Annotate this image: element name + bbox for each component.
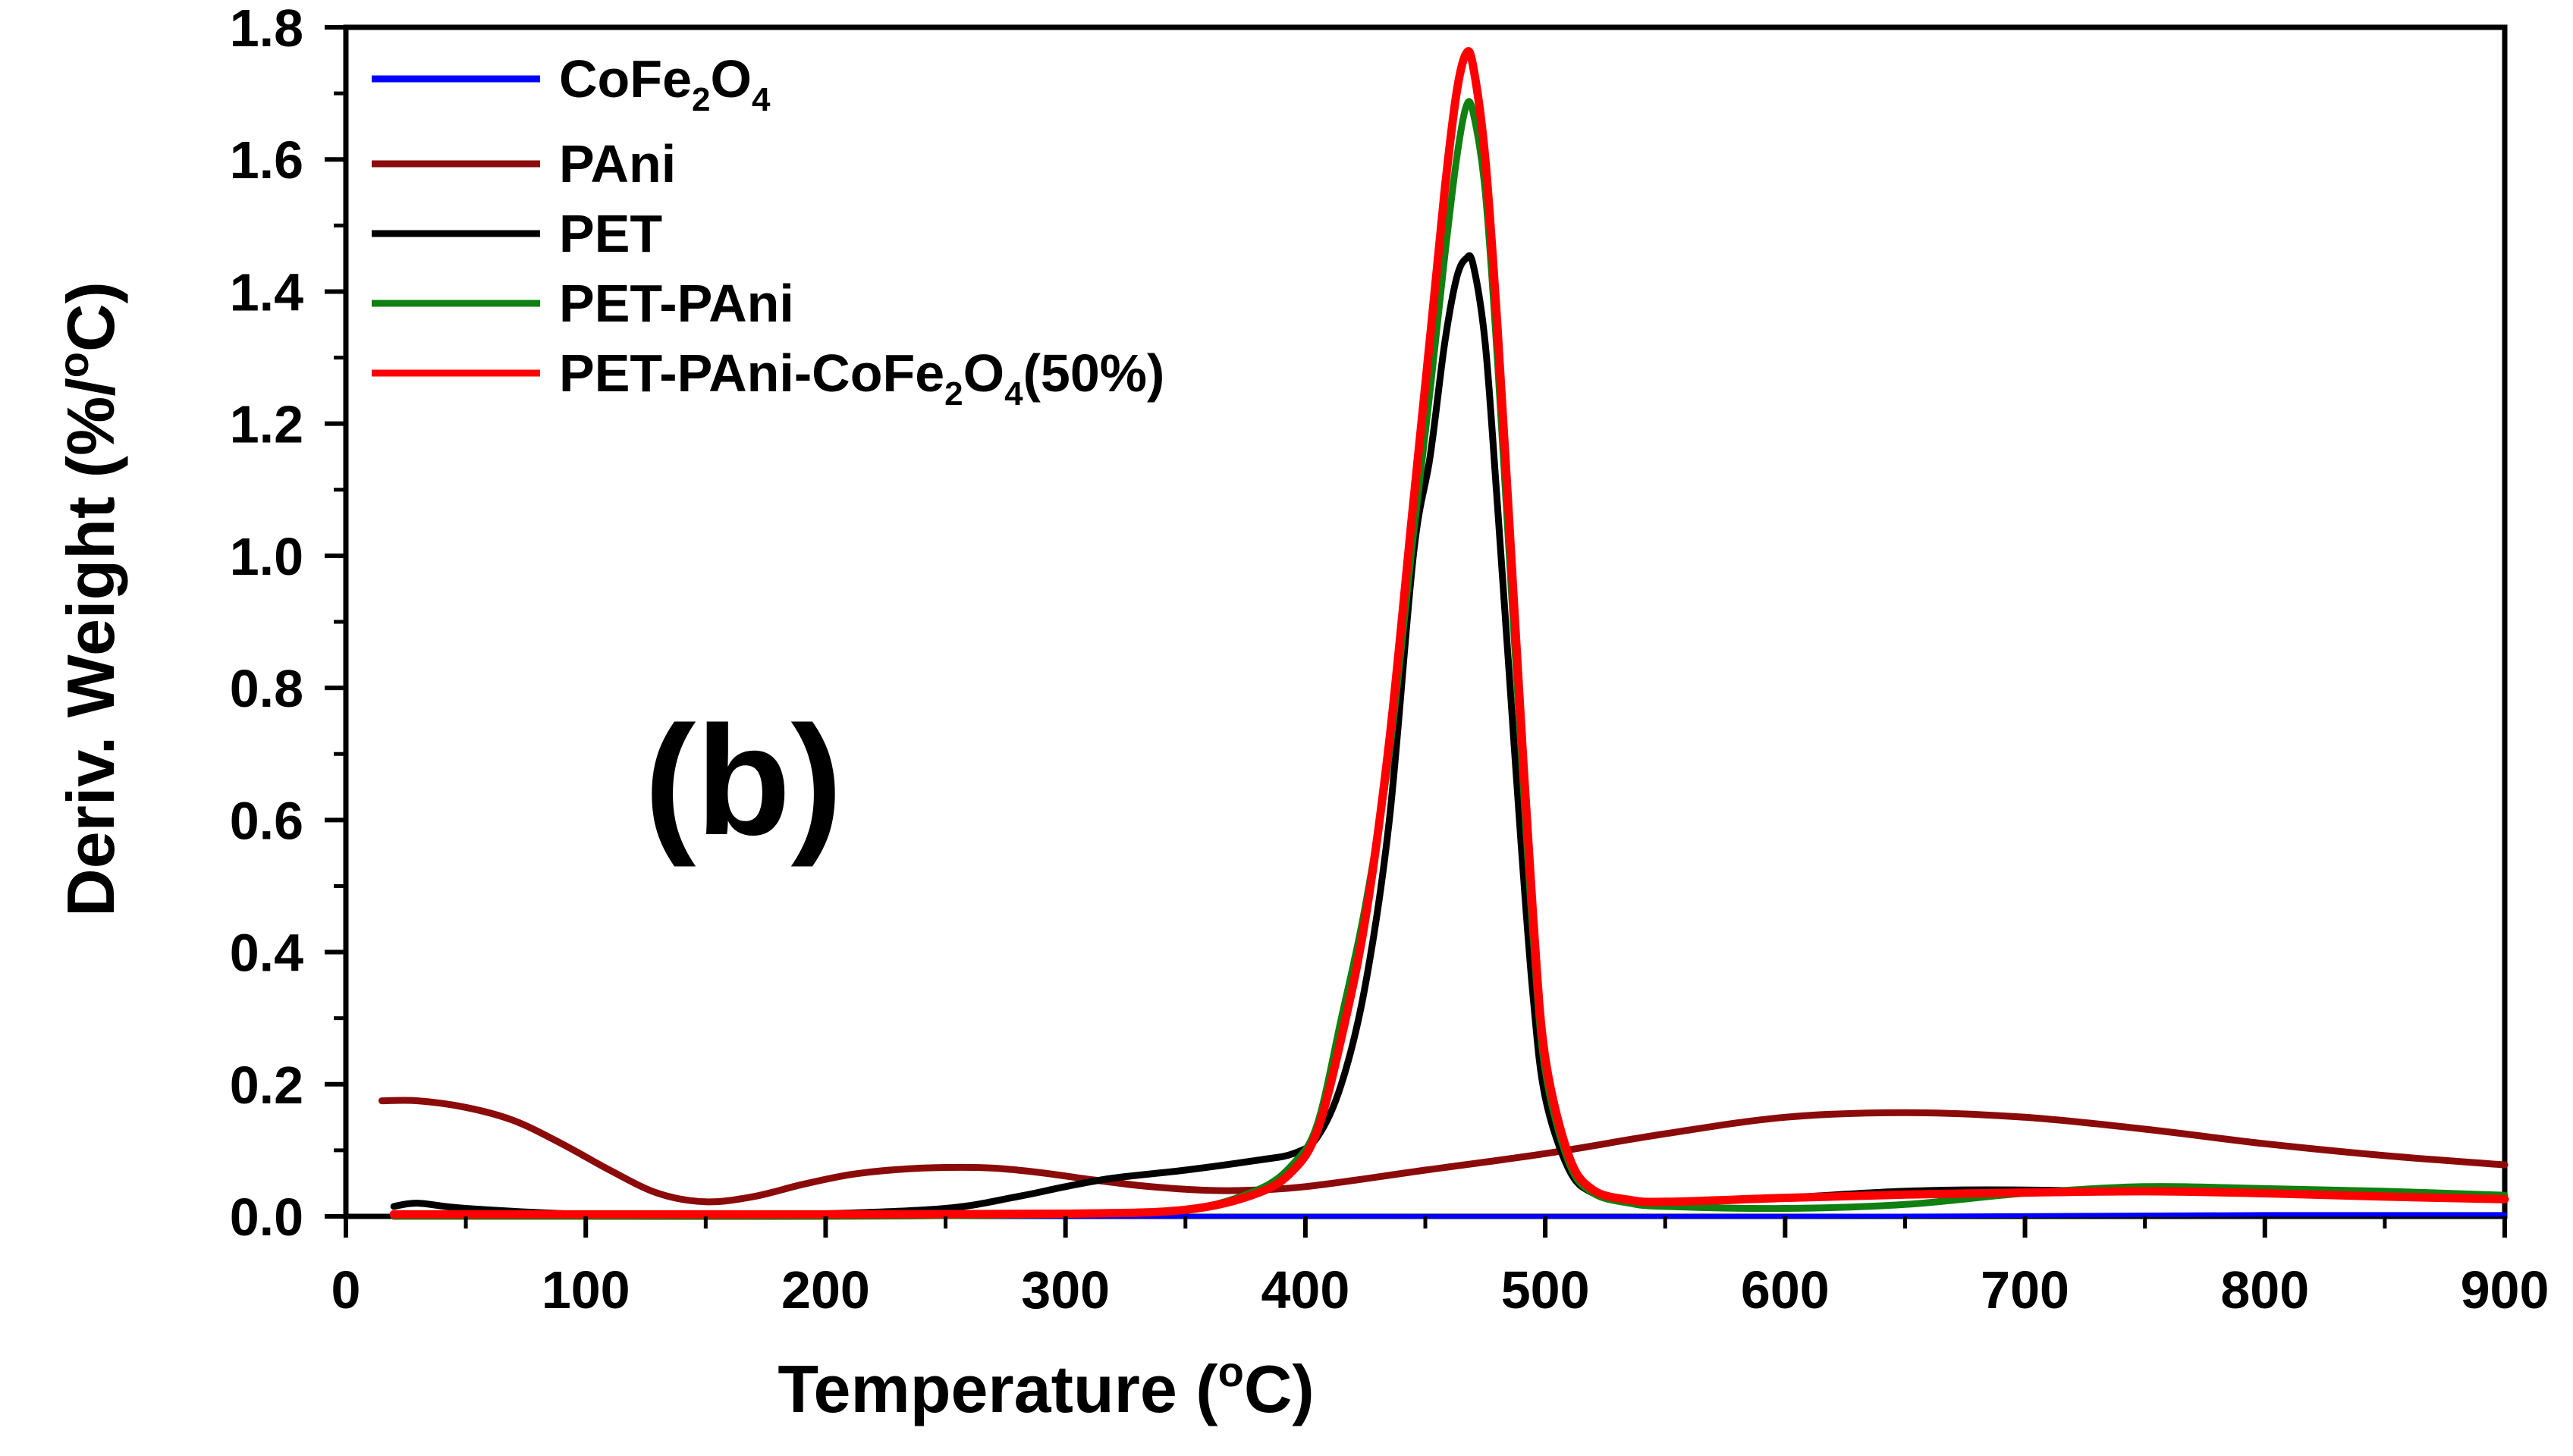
legend: CoFe2O4 PAni PET PET-PAni PET-PAni-CoFe2… <box>372 49 1164 413</box>
plot-frame <box>343 24 2508 1219</box>
legend-label-cofe2o4: CoFe2O4 <box>559 49 771 118</box>
x-tick-label-900: 900 <box>2461 1260 2549 1320</box>
legend-item-pet-pani: PET-PAni <box>372 274 794 333</box>
x-axis-title: Temperature (oC) <box>778 1348 1314 1426</box>
legend-label-pet-pani-cofe2o4: PET-PAni-CoFe2O4(50%) <box>559 344 1164 413</box>
y-tick-label-0.2: 0.2 <box>230 1056 303 1115</box>
x-tick-label-500: 500 <box>1501 1260 1590 1320</box>
y-tick-label-1.8: 1.8 <box>230 0 303 58</box>
legend-label-composite-sub2: 4 <box>1004 375 1023 413</box>
legend-label-composite-main: PET-PAni-CoFe <box>559 344 944 403</box>
y-tick-label-0.6: 0.6 <box>230 791 303 850</box>
series-line-pet-pani <box>390 98 2509 1220</box>
series-line-pet-pani-cofe2o4-50 <box>389 47 2509 1219</box>
y-axis-title: Deriv. Weight (%/oC) <box>49 281 128 917</box>
y-axis-title-main: Deriv. Weight (%/ <box>53 378 128 917</box>
y-tick-label-1.4: 1.4 <box>230 262 303 322</box>
x-tick-label-300: 300 <box>1021 1260 1110 1320</box>
ticks-layer <box>325 25 2507 1238</box>
x-tick-label-100: 100 <box>542 1260 630 1320</box>
legend-item-pani: PAni <box>372 134 676 193</box>
y-tick-label-0.8: 0.8 <box>230 659 303 718</box>
y-tick-label-0.0: 0.0 <box>230 1188 303 1247</box>
x-axis-title-main: Temperature ( <box>778 1351 1218 1426</box>
y-axis-title-end: C) <box>53 281 128 352</box>
x-tick-label-800: 800 <box>2220 1260 2309 1320</box>
y-tick-labels: 0.0 0.2 0.4 0.6 0.8 1.0 1.2 1.4 1.6 1.8 <box>230 0 303 1247</box>
y-tick-label-1.6: 1.6 <box>230 130 303 190</box>
series-layer <box>378 47 2509 1220</box>
x-tick-label-700: 700 <box>1981 1260 2069 1320</box>
legend-item-cofe2o4: CoFe2O4 <box>372 49 771 118</box>
legend-item-pet-pani-cofe2o4: PET-PAni-CoFe2O4(50%) <box>372 344 1164 413</box>
legend-label-composite-mid: O <box>963 344 1004 403</box>
legend-label-pet: PET <box>559 204 662 263</box>
y-tick-label-1.2: 1.2 <box>230 395 303 454</box>
legend-label-cofe2o4-sub2: 4 <box>752 81 771 118</box>
x-tick-label-200: 200 <box>781 1260 870 1320</box>
panel-label: (b) <box>644 694 843 868</box>
x-axis-title-end: C) <box>1244 1351 1315 1426</box>
x-tick-label-600: 600 <box>1741 1260 1830 1320</box>
series-line-pani <box>378 1097 2509 1206</box>
y-axis-title-sup: o <box>49 352 97 378</box>
x-tick-labels: 0 100 200 300 400 500 600 700 800 900 <box>331 1260 2549 1320</box>
x-axis-title-sup: o <box>1218 1348 1244 1395</box>
legend-label-cofe2o4-mid: O <box>710 49 751 108</box>
legend-label-cofe2o4-sub1: 2 <box>692 81 710 118</box>
legend-label-composite-sub1: 2 <box>944 375 963 413</box>
y-tick-label-1.0: 1.0 <box>230 527 303 586</box>
legend-item-pet: PET <box>372 204 662 263</box>
legend-label-pet-pani: PET-PAni <box>559 274 794 333</box>
x-tick-label-0: 0 <box>331 1260 361 1320</box>
legend-label-cofe2o4-main: CoFe <box>559 49 692 108</box>
legend-label-pani: PAni <box>559 134 676 193</box>
x-tick-label-400: 400 <box>1261 1260 1349 1320</box>
legend-label-composite-tail: (50%) <box>1023 344 1165 403</box>
y-tick-label-0.4: 0.4 <box>230 924 303 983</box>
